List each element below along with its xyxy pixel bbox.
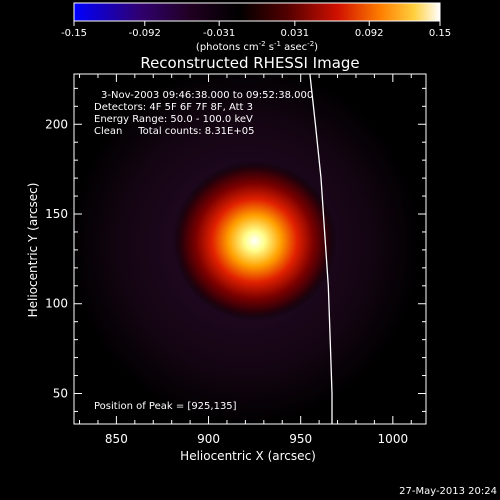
x-tick-label: 950: [289, 432, 312, 446]
y-axis-ticks: 50 100 150 200: [45, 87, 426, 412]
colorbar-ticks: -0.15 -0.092 -0.031 0.031 0.092 0.15: [61, 21, 451, 39]
annotation-clean-counts: Clean Total counts: 8.31E+05: [94, 126, 254, 137]
colorbar-tick-label: -0.092: [129, 28, 161, 39]
x-tick-label: 900: [197, 432, 220, 446]
annotation-time-range: 3-Nov-2003 09:46:38.000 to 09:52:38.000: [101, 90, 313, 101]
plot-frame: [73, 73, 427, 425]
solar-limb-curve: [309, 74, 333, 424]
colorbar-tick-label: 0.092: [355, 28, 384, 39]
footer-timestamp: 27-May-2013 20:24: [399, 486, 497, 497]
y-tick-label: 150: [45, 207, 68, 221]
colorbar-units: (photons cm-2 s-1 asec-2): [196, 40, 318, 53]
x-tick-label: 1000: [378, 432, 409, 446]
colorbar: -0.15 -0.092 -0.031 0.031 0.092 0.15 (photons…: [61, 2, 451, 53]
colorbar-tick-label: 0.15: [429, 28, 451, 39]
annotation-energy-range: Energy Range: 50.0 - 100.0 keV: [94, 114, 253, 125]
y-axis-label: Heliocentric Y (arcsec): [26, 183, 40, 318]
colorbar-gradient: [73, 2, 441, 22]
x-tick-label: 850: [105, 432, 128, 446]
peak-position-label: Position of Peak = [925,135]: [94, 401, 237, 412]
emission-source: [172, 160, 337, 321]
annotation-block: 3-Nov-2003 09:46:38.000 to 09:52:38.000 …: [94, 90, 313, 137]
colorbar-tick-label: -0.15: [61, 28, 87, 39]
x-axis-ticks: 850 900 950 1000: [79, 74, 412, 446]
x-axis-label: Heliocentric X (arcsec): [180, 449, 316, 463]
plot-area: [74, 74, 426, 424]
colorbar-tick-label: -0.031: [203, 28, 235, 39]
y-tick-label: 200: [45, 117, 68, 131]
colorbar-tick-label: 0.031: [280, 28, 309, 39]
chart-title: Reconstructed RHESSI Image: [140, 54, 359, 72]
y-tick-label: 50: [53, 386, 68, 400]
y-tick-label: 100: [45, 297, 68, 311]
annotation-detectors: Detectors: 4F 5F 6F 7F 8F, Att 3: [94, 102, 253, 113]
